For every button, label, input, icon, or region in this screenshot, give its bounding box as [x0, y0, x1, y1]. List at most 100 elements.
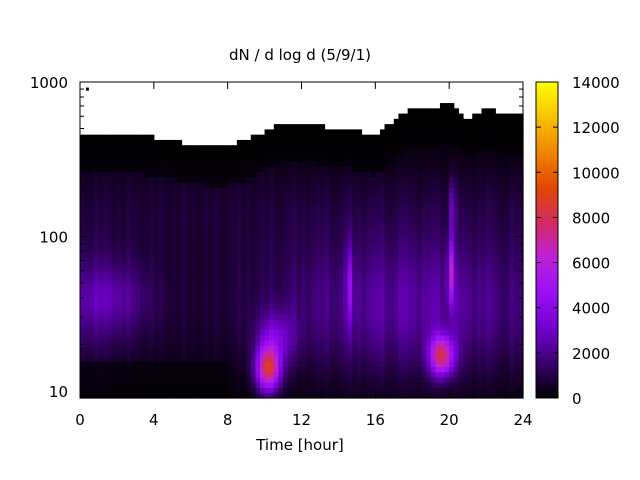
heatmap-cell [116, 303, 123, 310]
heatmap-cell [384, 166, 390, 173]
heatmap-cell [504, 371, 510, 378]
heatmap-cell [384, 255, 390, 262]
heatmap-cell [513, 271, 519, 278]
heatmap-cell [209, 266, 215, 273]
heatmap-cell [490, 271, 496, 278]
heatmap-cell [283, 255, 289, 262]
heatmap-cell [439, 155, 446, 162]
heatmap-cell [144, 166, 150, 173]
heatmap-cell [301, 197, 307, 204]
heatmap-cell [412, 271, 418, 278]
heatmap-cell [403, 118, 409, 125]
heatmap-cell [333, 282, 340, 288]
heatmap-cell [255, 345, 261, 352]
heatmap-cell [149, 387, 155, 394]
heatmap-cell [255, 334, 261, 341]
heatmap-cell [426, 324, 432, 331]
heatmap-cell [84, 387, 90, 394]
heatmap-cell [204, 229, 210, 236]
heatmap-cell [126, 271, 132, 278]
heatmap-cell [232, 282, 238, 288]
heatmap-cell [80, 287, 86, 294]
heatmap-cell [421, 371, 427, 378]
heatmap-cell [93, 203, 100, 209]
heatmap-cell [209, 329, 215, 336]
heatmap-cell [241, 218, 247, 225]
heatmap-cell [283, 129, 289, 136]
heatmap-cell [444, 287, 450, 294]
heatmap-cell [227, 319, 233, 325]
heatmap-cell [518, 129, 524, 136]
heatmap-cell [319, 176, 326, 183]
heatmap-cell [449, 271, 455, 278]
heatmap-cell [264, 382, 270, 389]
heatmap-cell [264, 276, 270, 283]
heatmap-cell [486, 376, 492, 383]
heatmap-cell [421, 287, 427, 294]
heatmap-cell [292, 240, 298, 246]
heatmap-cell [103, 366, 109, 373]
heatmap-cell [389, 334, 395, 341]
heatmap-cell [481, 297, 487, 304]
heatmap-cell [333, 392, 340, 399]
heatmap-cell [80, 197, 86, 204]
heatmap-cell [403, 192, 409, 199]
heatmap-cell [227, 161, 233, 167]
heatmap-cell [121, 387, 127, 394]
heatmap-cell [126, 161, 132, 167]
heatmap-cell [375, 376, 381, 383]
heatmap-cell [467, 255, 473, 262]
heatmap-cell [269, 350, 275, 357]
heatmap-cell [352, 366, 358, 373]
heatmap-cell [393, 282, 399, 288]
heatmap-cell [333, 308, 340, 315]
heatmap-cell [509, 234, 515, 241]
heatmap-cell [347, 282, 353, 288]
heatmap-cell [481, 176, 487, 183]
heatmap-cell [103, 319, 109, 325]
heatmap-cell [246, 387, 252, 394]
heatmap-cell [278, 240, 284, 246]
heatmap-cell [495, 113, 501, 120]
heatmap-cell [343, 319, 349, 325]
heatmap-cell [333, 271, 340, 278]
heatmap-cell [398, 171, 404, 178]
heatmap-cell [463, 371, 469, 378]
heatmap-cell [121, 218, 127, 225]
heatmap-cell [116, 387, 123, 394]
heatmap-cell [223, 245, 229, 252]
heatmap-cell [509, 187, 515, 194]
heatmap-cell [255, 229, 261, 236]
heatmap-cell [513, 161, 519, 167]
heatmap-cell [121, 334, 127, 341]
heatmap-cell [126, 240, 132, 246]
heatmap-cell [453, 382, 459, 389]
heatmap-cell [80, 229, 86, 236]
heatmap-cell [324, 150, 330, 157]
heatmap-cell [509, 292, 515, 299]
heatmap-cell [213, 308, 220, 315]
heatmap-cell [463, 282, 469, 288]
heatmap-cell [139, 166, 146, 173]
heatmap-cell [430, 108, 436, 115]
heatmap-cell [393, 292, 399, 299]
heatmap-cell [403, 287, 409, 294]
heatmap-cell [467, 134, 473, 141]
heatmap-cell [292, 208, 298, 215]
heatmap-cell [403, 276, 409, 283]
heatmap-cell [287, 145, 293, 152]
heatmap-cell [181, 282, 187, 288]
heatmap-cell [495, 366, 501, 373]
heatmap-cell [476, 224, 483, 231]
heatmap-cell [481, 271, 487, 278]
heatmap-cell [310, 282, 316, 288]
heatmap-cell [315, 371, 321, 378]
heatmap-cell [292, 271, 298, 278]
heatmap-cell [393, 166, 399, 173]
heatmap-cell [343, 129, 349, 136]
heatmap-cell [135, 145, 141, 152]
heatmap-cell [273, 382, 280, 389]
heatmap-cell [389, 345, 395, 352]
heatmap-cell [218, 224, 224, 231]
heatmap-cell [112, 145, 118, 152]
